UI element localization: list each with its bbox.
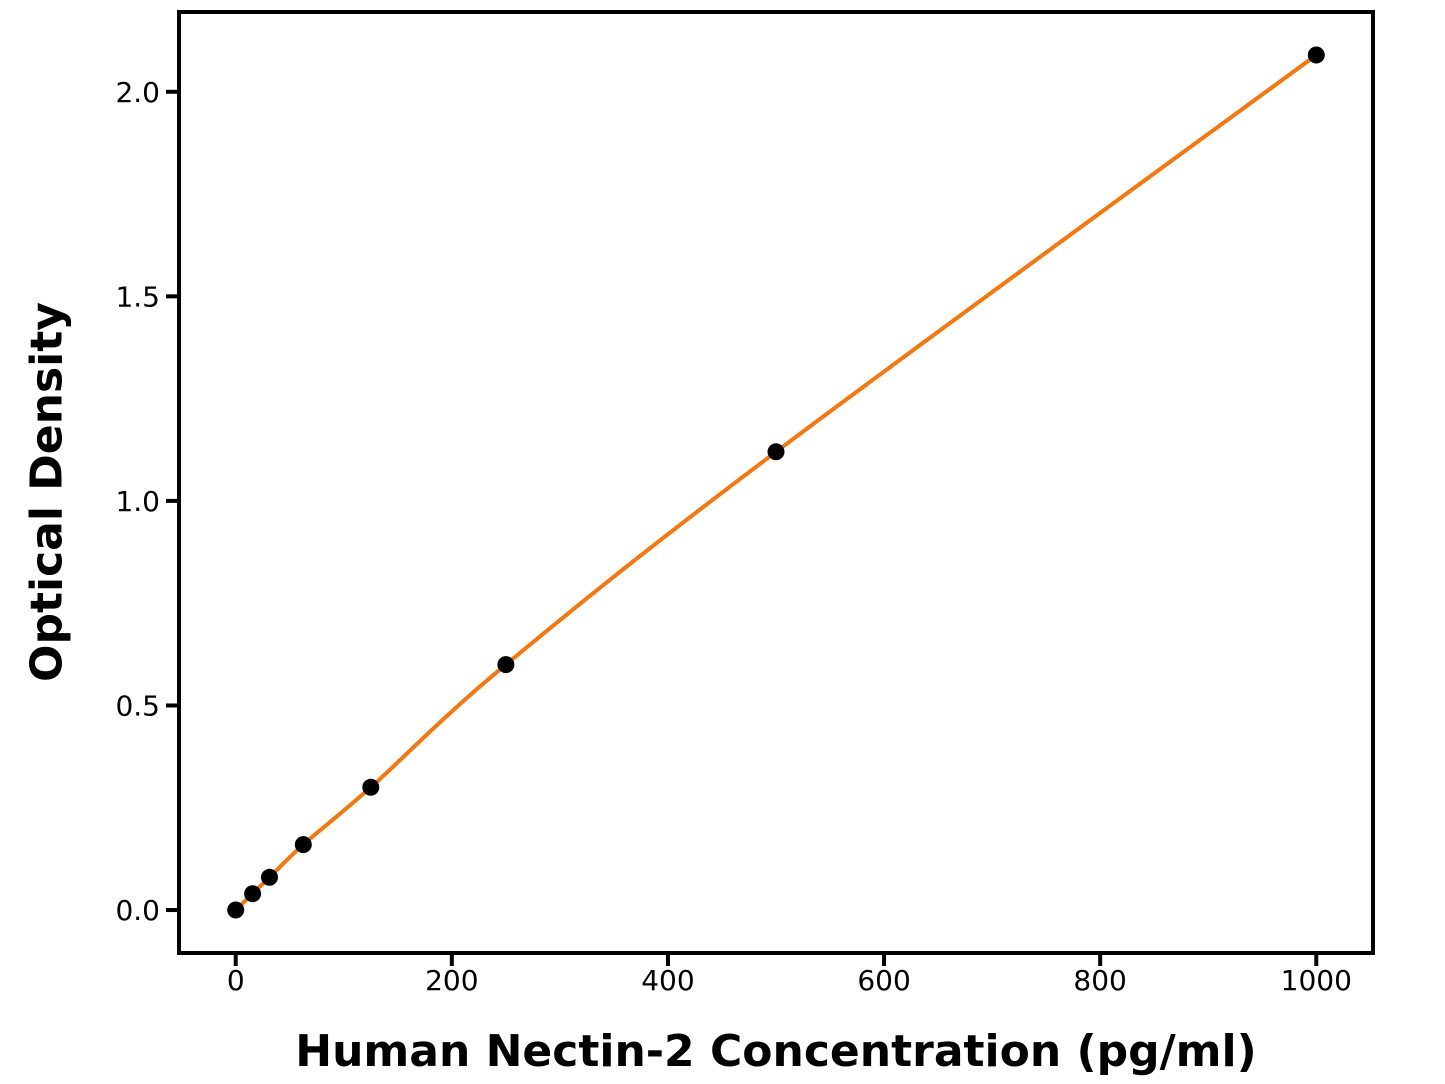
x-tick-label: 800 <box>1073 964 1126 997</box>
x-tick-label: 200 <box>425 964 478 997</box>
x-tick-label: 1000 <box>1281 964 1352 997</box>
data-point-marker <box>294 836 312 854</box>
y-tick-label: 1.0 <box>115 485 160 518</box>
data-point-marker <box>261 868 278 886</box>
x-tick-label: 600 <box>857 964 910 997</box>
y-tick-label: 1.5 <box>115 280 160 313</box>
x-axis-title: Human Nectin-2 Concentration (pg/ml) <box>295 1026 1257 1077</box>
data-point-marker <box>244 885 262 903</box>
y-axis-title: Optical Density <box>21 302 73 682</box>
y-tick-label: 0.5 <box>115 689 160 722</box>
data-point-marker <box>497 656 515 674</box>
y-tick-label: 2.0 <box>115 76 160 109</box>
x-tick-label: 400 <box>641 964 694 997</box>
data-point-marker <box>227 901 245 919</box>
data-point-marker <box>362 778 380 796</box>
standard-curve-line <box>233 53 1319 913</box>
y-tick-label: 0.0 <box>115 894 160 927</box>
data-point-marker <box>1307 46 1325 64</box>
plot-border <box>177 10 1375 955</box>
data-point-marker <box>767 443 785 461</box>
x-tick-label: 0 <box>227 964 245 997</box>
